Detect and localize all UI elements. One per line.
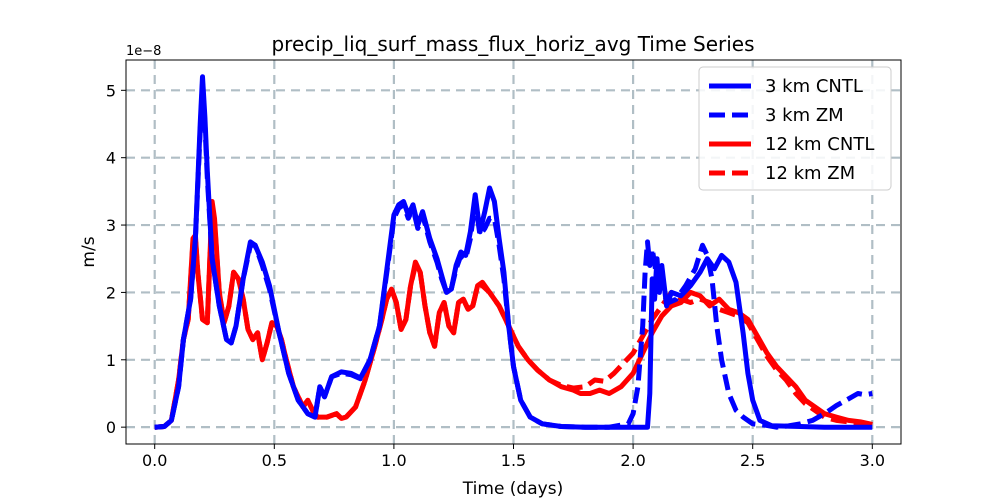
series-line-3-km-zm — [154, 81, 873, 430]
legend-label: 3 km ZM — [765, 105, 844, 126]
x-tick-label: 3.0 — [860, 451, 885, 470]
x-tick-label: 2.0 — [620, 451, 645, 470]
chart-title: precip_liq_surf_mass_flux_horiz_avg Time… — [271, 32, 754, 56]
y-tick-label: 1 — [106, 351, 116, 370]
y-axis-label: m/s — [79, 236, 99, 267]
x-axis-label: Time (days) — [462, 479, 563, 499]
legend-box — [698, 66, 892, 191]
legend: 3 km CNTL 3 km ZM 12 km CNTL 12 km ZM — [698, 66, 892, 191]
x-tick-label: 1.5 — [501, 451, 526, 470]
x-tick-label: 1.0 — [381, 451, 406, 470]
series-line-12-km-zm — [154, 202, 873, 430]
x-tick-label: 0.0 — [142, 451, 167, 470]
y-tick-label: 5 — [106, 81, 116, 100]
legend-label: 3 km CNTL — [765, 76, 863, 97]
x-tick-label: 2.5 — [740, 451, 765, 470]
legend-label: 12 km CNTL — [765, 134, 874, 155]
y-tick-label: 0 — [106, 418, 116, 437]
legend-label: 12 km ZM — [765, 163, 855, 184]
y-axis-offset-label: 1e−8 — [126, 44, 161, 59]
axis-ticks: 0.0 0.5 1.0 1.5 2.0 2.5 3.0 0 1 2 3 4 5 — [106, 81, 885, 470]
y-tick-label: 4 — [106, 149, 116, 168]
y-tick-label: 2 — [106, 283, 116, 302]
x-tick-label: 0.5 — [262, 451, 287, 470]
data-lines — [154, 74, 873, 430]
y-tick-label: 3 — [106, 216, 116, 235]
